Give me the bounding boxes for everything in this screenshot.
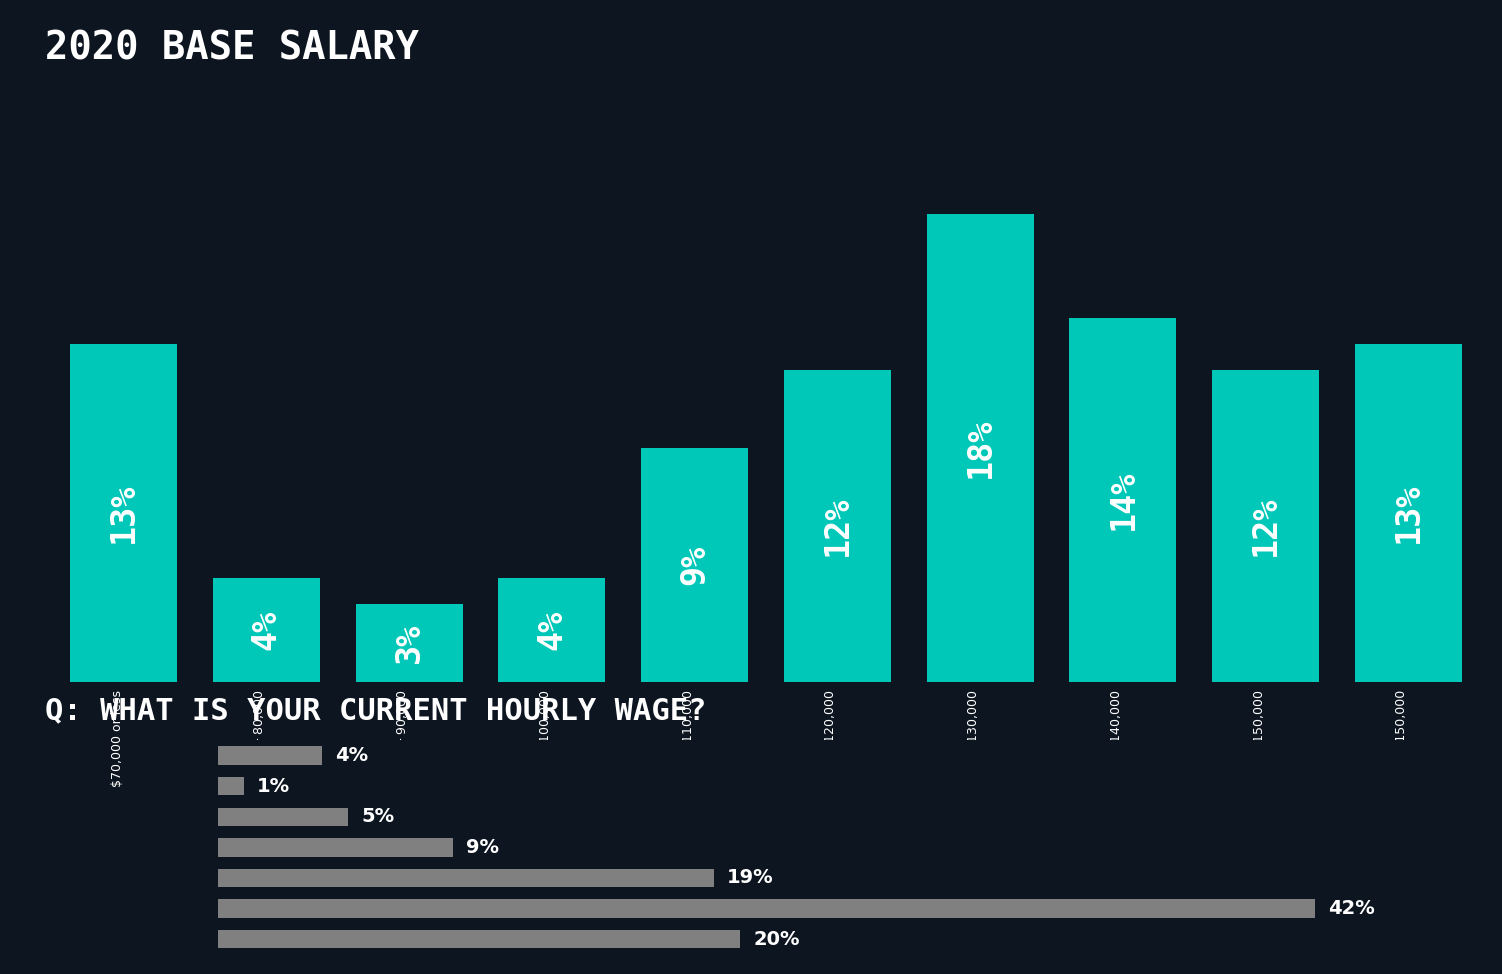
Bar [213, 578, 320, 682]
Text: $140,001-$150,000: $140,001-$150,000 [1251, 690, 1266, 812]
Bar [218, 746, 323, 765]
Bar [71, 344, 177, 682]
Bar [784, 370, 891, 682]
Bar [218, 869, 713, 887]
Text: 5%: 5% [362, 807, 395, 826]
Bar [218, 839, 454, 856]
Text: 2020 BASE SALARY: 2020 BASE SALARY [45, 29, 419, 67]
Text: $100,001-$110,000: $100,001-$110,000 [680, 690, 694, 812]
Text: 20%: 20% [754, 930, 799, 949]
Bar [218, 807, 348, 826]
Text: 4%: 4% [249, 610, 282, 650]
Text: $130,001-$140,000: $130,001-$140,000 [1108, 690, 1123, 812]
Bar [927, 214, 1033, 682]
Text: 13%: 13% [1392, 483, 1425, 543]
Text: 4%: 4% [335, 746, 368, 765]
Text: 42%: 42% [1328, 899, 1374, 918]
Bar [356, 604, 463, 682]
Text: More than $150,000: More than $150,000 [1395, 690, 1409, 817]
Text: Q: WHAT IS YOUR CURRENT HOURLY WAGE?: Q: WHAT IS YOUR CURRENT HOURLY WAGE? [45, 696, 706, 726]
Bar [641, 448, 748, 682]
Text: 14%: 14% [1107, 469, 1140, 530]
Text: $80,001-$90,000: $80,001-$90,000 [395, 690, 409, 796]
Text: $110,001-$120,000: $110,001-$120,000 [823, 690, 838, 812]
Text: 18%: 18% [964, 418, 997, 478]
Text: $70,001-$80,000: $70,001-$80,000 [252, 690, 266, 796]
Bar [218, 777, 243, 796]
Bar [1069, 318, 1176, 682]
Text: 9%: 9% [677, 544, 710, 585]
Text: 4%: 4% [535, 610, 568, 650]
Text: 13%: 13% [107, 483, 140, 543]
Text: 12%: 12% [1250, 496, 1283, 556]
Text: 1%: 1% [257, 776, 290, 796]
Text: 9%: 9% [466, 838, 499, 857]
Text: 3%: 3% [392, 622, 425, 663]
Text: $120,001-$130,000: $120,001-$130,000 [966, 690, 981, 812]
Text: 12%: 12% [822, 496, 855, 556]
Text: 19%: 19% [727, 869, 774, 887]
Bar [218, 930, 740, 949]
Text: $90,001-$100,000: $90,001-$100,000 [538, 690, 551, 804]
Text: $70,000 or less: $70,000 or less [111, 690, 123, 787]
Bar [1355, 344, 1461, 682]
Bar [499, 578, 605, 682]
Bar [1212, 370, 1319, 682]
Bar [218, 899, 1314, 918]
